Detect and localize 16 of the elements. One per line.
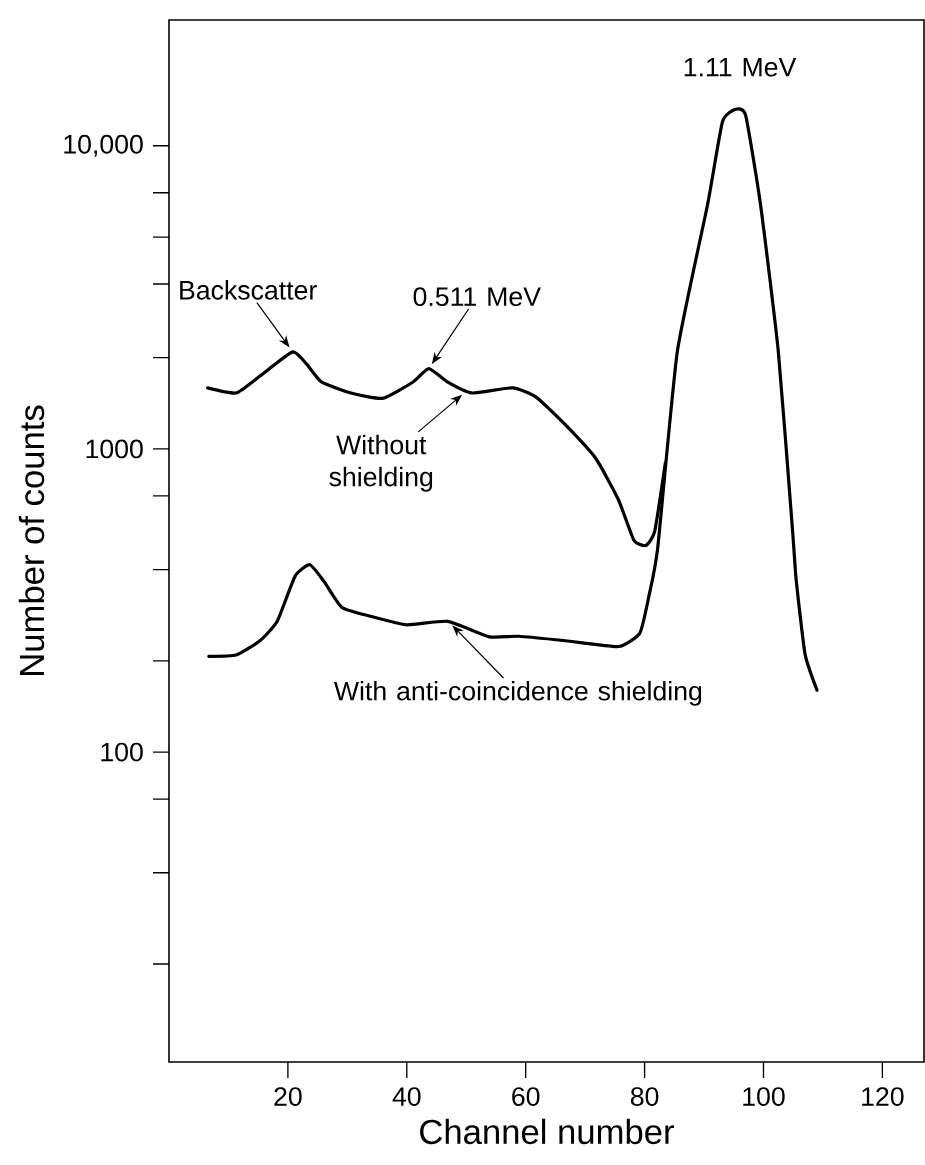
annotation: Backscatter [180,280,317,300]
annotation: With anti-coincidence shielding [333,680,702,706]
x-tick-label: 80 [630,1087,659,1106]
x-axis-title: Channel number [420,1118,674,1145]
x-tick-label: 100 [743,1087,785,1106]
x-tick-label: 40 [392,1087,421,1106]
y-tick-label: 1000 [86,439,143,459]
annotation: Without shielding [329,434,433,492]
x-tick-label: 20 [274,1087,302,1106]
y-tick-label: 100 [101,742,143,762]
y-axis-title: Number of counts [18,405,45,675]
x-tick-label: 60 [512,1087,540,1106]
y-tick-label: 10,000 [64,134,143,157]
x-tick-label: 120 [862,1087,904,1106]
annotation: 1.11 MeV [684,57,797,77]
annotation: 0.511 MeV [413,287,541,307]
